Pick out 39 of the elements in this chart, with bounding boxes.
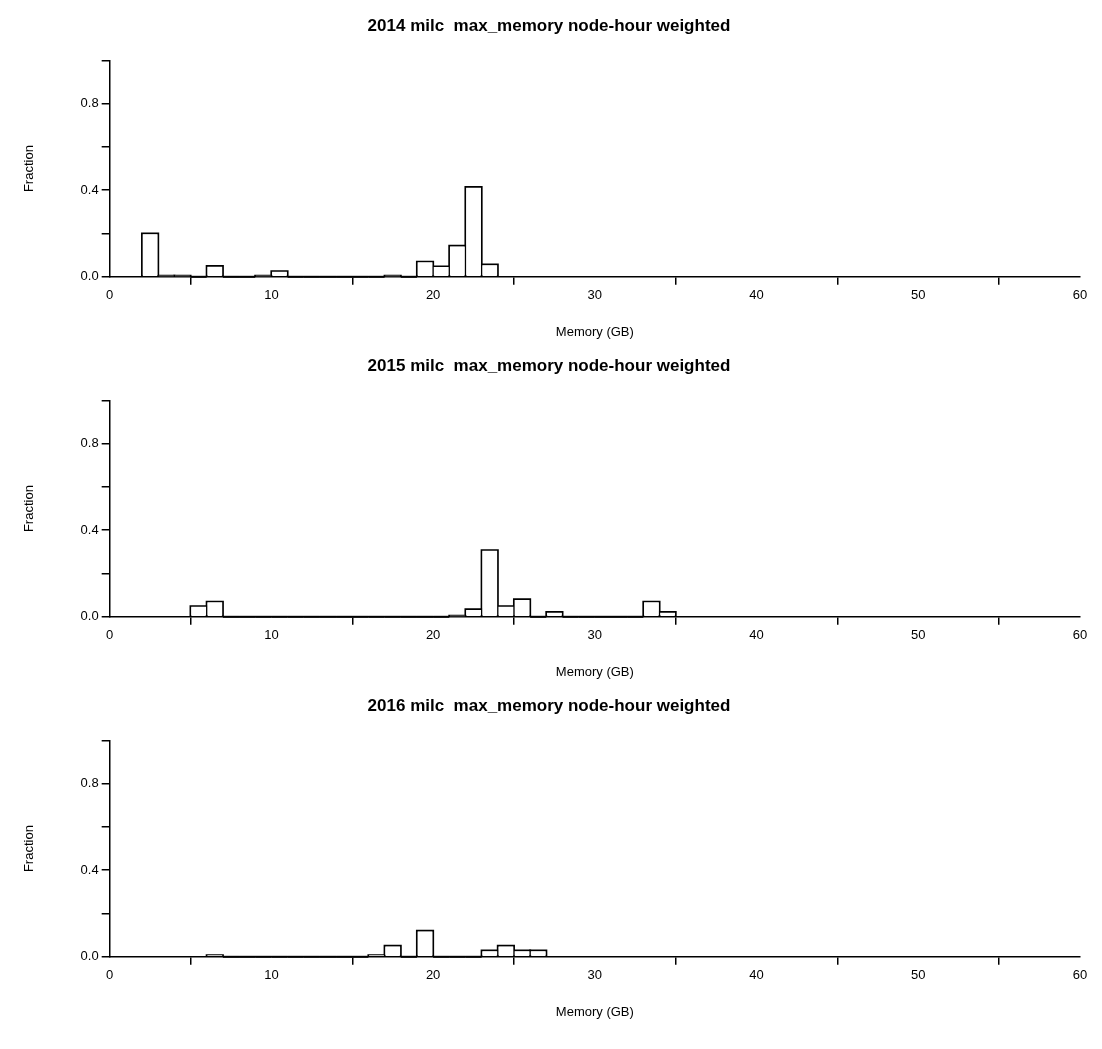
y-tick-label: 0.0	[80, 948, 99, 964]
chart-title: 2015 milc max_memory node-hour weighted	[367, 355, 731, 375]
x-tick-label: 60	[1072, 627, 1088, 643]
x-axis-title: Memory (GB)	[555, 663, 634, 679]
y-axis-title: Fraction	[21, 825, 37, 873]
y-axis-title: Fraction	[21, 485, 37, 533]
y-tick-label: 0.0	[80, 608, 99, 624]
x-tick-label: 60	[1072, 287, 1088, 303]
y-tick-label: 0.0	[80, 268, 99, 284]
x-tick-label: 60	[1072, 967, 1088, 983]
x-tick-label: 10	[264, 967, 279, 983]
x-tick-label: 50	[911, 967, 926, 983]
x-axis-title: Memory (GB)	[555, 1003, 634, 1019]
x-tick-label: 30	[587, 967, 603, 983]
x-tick-label: 0	[106, 967, 114, 983]
x-tick-label: 30	[587, 627, 603, 643]
chart-title: 2016 milc max_memory node-hour weighted	[367, 695, 731, 715]
y-tick-label: 0.4	[80, 861, 99, 877]
x-tick-label: 40	[749, 287, 764, 303]
y-tick-label: 0.4	[80, 181, 99, 197]
x-tick-label: 50	[911, 287, 926, 303]
y-tick-label: 0.4	[80, 521, 99, 537]
x-tick-label: 40	[749, 627, 764, 643]
y-axis-title: Fraction	[21, 145, 37, 193]
x-tick-label: 0	[106, 627, 114, 643]
x-tick-label: 30	[587, 287, 603, 303]
x-tick-label: 20	[425, 627, 441, 643]
x-tick-label: 50	[911, 627, 926, 643]
x-tick-label: 10	[264, 287, 279, 303]
chart-title: 2014 milc max_memory node-hour weighted	[367, 15, 731, 35]
x-tick-label: 0	[106, 287, 114, 303]
y-tick-label: 0.8	[80, 775, 99, 791]
x-tick-label: 40	[749, 967, 764, 983]
x-axis-title: Memory (GB)	[555, 323, 634, 339]
y-tick-label: 0.8	[80, 95, 99, 111]
y-tick-label: 0.8	[80, 435, 99, 451]
x-tick-label: 10	[264, 627, 279, 643]
x-tick-label: 20	[425, 287, 441, 303]
x-tick-label: 20	[425, 967, 441, 983]
